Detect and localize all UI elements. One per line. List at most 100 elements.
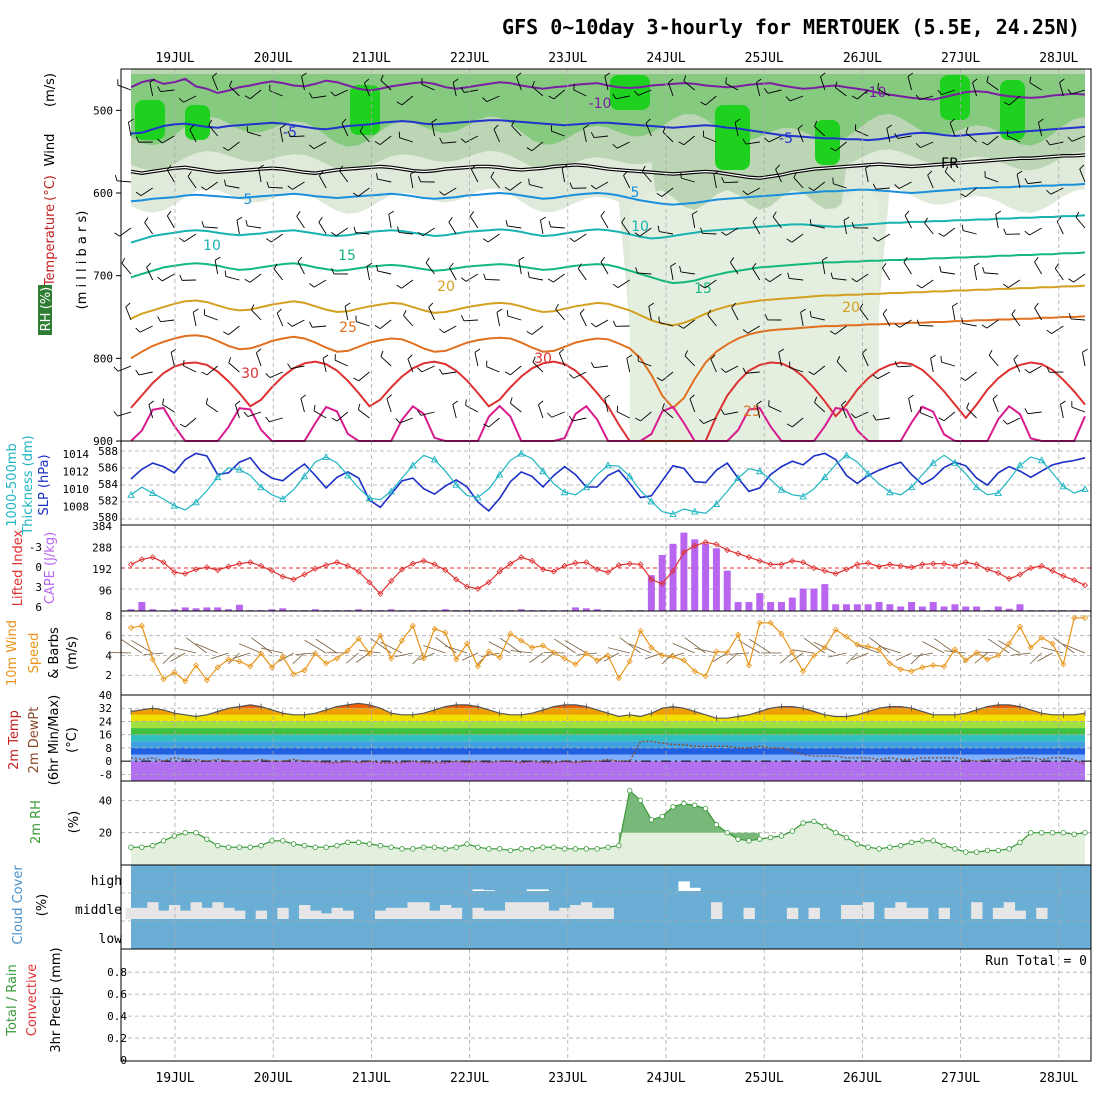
wind-barb (920, 412, 934, 419)
wind-barb (532, 361, 544, 373)
wind-barb-flag (1024, 408, 1029, 414)
cape-bar (1016, 604, 1024, 611)
li-point (507, 560, 514, 567)
li-point (171, 569, 178, 576)
rh2m-point (323, 844, 329, 850)
wind-barb (355, 232, 370, 235)
wind-barb (1027, 181, 1042, 185)
wind-barb-flag (907, 72, 914, 77)
wind-barb (409, 174, 414, 189)
li-ytick: 3 (35, 581, 42, 594)
wind-barb-flag (590, 322, 597, 328)
wind-barb-flag (924, 217, 928, 224)
rh2m-point (204, 836, 210, 842)
rh2m-point (171, 833, 178, 839)
wind-barb (538, 404, 544, 419)
li-point (474, 585, 481, 592)
wind-barb-flag (786, 423, 793, 428)
li-point (236, 560, 243, 567)
wind-barb (792, 417, 804, 428)
wind10m-point (1049, 640, 1056, 647)
cape-bar (225, 609, 233, 611)
thickness-point (322, 453, 330, 460)
wind-barb-flag (764, 277, 771, 283)
wind10m-barb (1062, 643, 1086, 654)
li-point (875, 563, 883, 570)
wind-barb-flag (258, 164, 264, 169)
wind-barb-flag (428, 302, 434, 308)
wind-barb (486, 366, 500, 373)
wind-barb (399, 137, 414, 143)
x-label-bottom: 23JUL (548, 1071, 587, 1086)
li-point (529, 557, 536, 564)
slp-ytick: 1010 (63, 483, 90, 496)
wind-barb-flag (851, 278, 857, 283)
wind-barb (312, 95, 327, 99)
wind-barb-flag (439, 137, 443, 144)
wind-barb-flag (318, 217, 323, 223)
li-point (496, 568, 503, 575)
wind-barb (984, 272, 999, 275)
wind10m-point (539, 642, 547, 649)
wind-barb-flag (250, 304, 255, 311)
cloud-middle (602, 907, 614, 919)
wind-barb (861, 353, 869, 367)
wind-barb (573, 371, 587, 379)
li-point (778, 561, 785, 568)
cape-bar (647, 575, 655, 611)
wind-barb (640, 411, 652, 422)
wind-barb-flag (797, 124, 803, 130)
li-point (561, 562, 568, 569)
wind-barb (729, 262, 739, 275)
wind10m-barb (1053, 637, 1075, 654)
wind-barb (313, 410, 327, 419)
wind-barb-flag (683, 75, 687, 82)
thickness-slp-panel: 588 586 584 582 580 1014 1012 1010 1008 1000-500… (5, 435, 1092, 536)
wind-barb (745, 141, 760, 145)
wind-barb-flag (449, 262, 454, 269)
freezing-level-inner (130, 154, 1086, 179)
wind-barb (290, 365, 305, 369)
rh2m-point (128, 844, 134, 850)
wind-barb-flag (125, 302, 131, 308)
wind10m-barb (529, 652, 544, 663)
cloud-middle (439, 905, 452, 919)
wind-barb-flag (793, 172, 797, 178)
wind-barb (205, 403, 218, 413)
wind10m-point (464, 640, 471, 647)
wind-barb-flag (374, 325, 381, 330)
wind-barb (443, 325, 457, 334)
wind10m-point (897, 666, 904, 673)
rh2m-point (735, 836, 741, 842)
li-point (290, 576, 297, 583)
rh2m-point (572, 846, 579, 852)
wind-barb (710, 358, 717, 373)
cape-bar (192, 608, 200, 611)
wind-barb (820, 76, 826, 91)
wind-barb (276, 312, 284, 327)
wind10m-point (453, 656, 460, 663)
rh2m-point (247, 844, 253, 850)
wind-barb-flag (960, 377, 966, 381)
rh2m-point (995, 847, 1001, 854)
wind-barb (683, 135, 696, 146)
wind-barb-flag (569, 182, 573, 189)
li-ytick: -3 (29, 541, 42, 554)
wind-barb-flag (504, 371, 511, 376)
wind10m-barb (974, 652, 988, 664)
wind-barb-flag (244, 278, 251, 283)
li-point (247, 559, 254, 566)
ua-ytick: 700 (93, 270, 113, 283)
wind10m-point (724, 649, 731, 656)
wind-barb (683, 319, 695, 329)
x-label-bottom: 21JUL (352, 1071, 391, 1086)
wind-barb (767, 89, 782, 94)
wind-barb-flag (778, 348, 785, 353)
th-label-slp: SLP (hPa) (37, 454, 52, 515)
wind-barb-flag (721, 231, 727, 236)
wind-barb (639, 227, 652, 237)
rh2m-point (507, 847, 514, 854)
wind-barb-flag (397, 226, 400, 233)
wind-barb (509, 181, 522, 191)
wind10m-ytick: 6 (105, 630, 112, 643)
